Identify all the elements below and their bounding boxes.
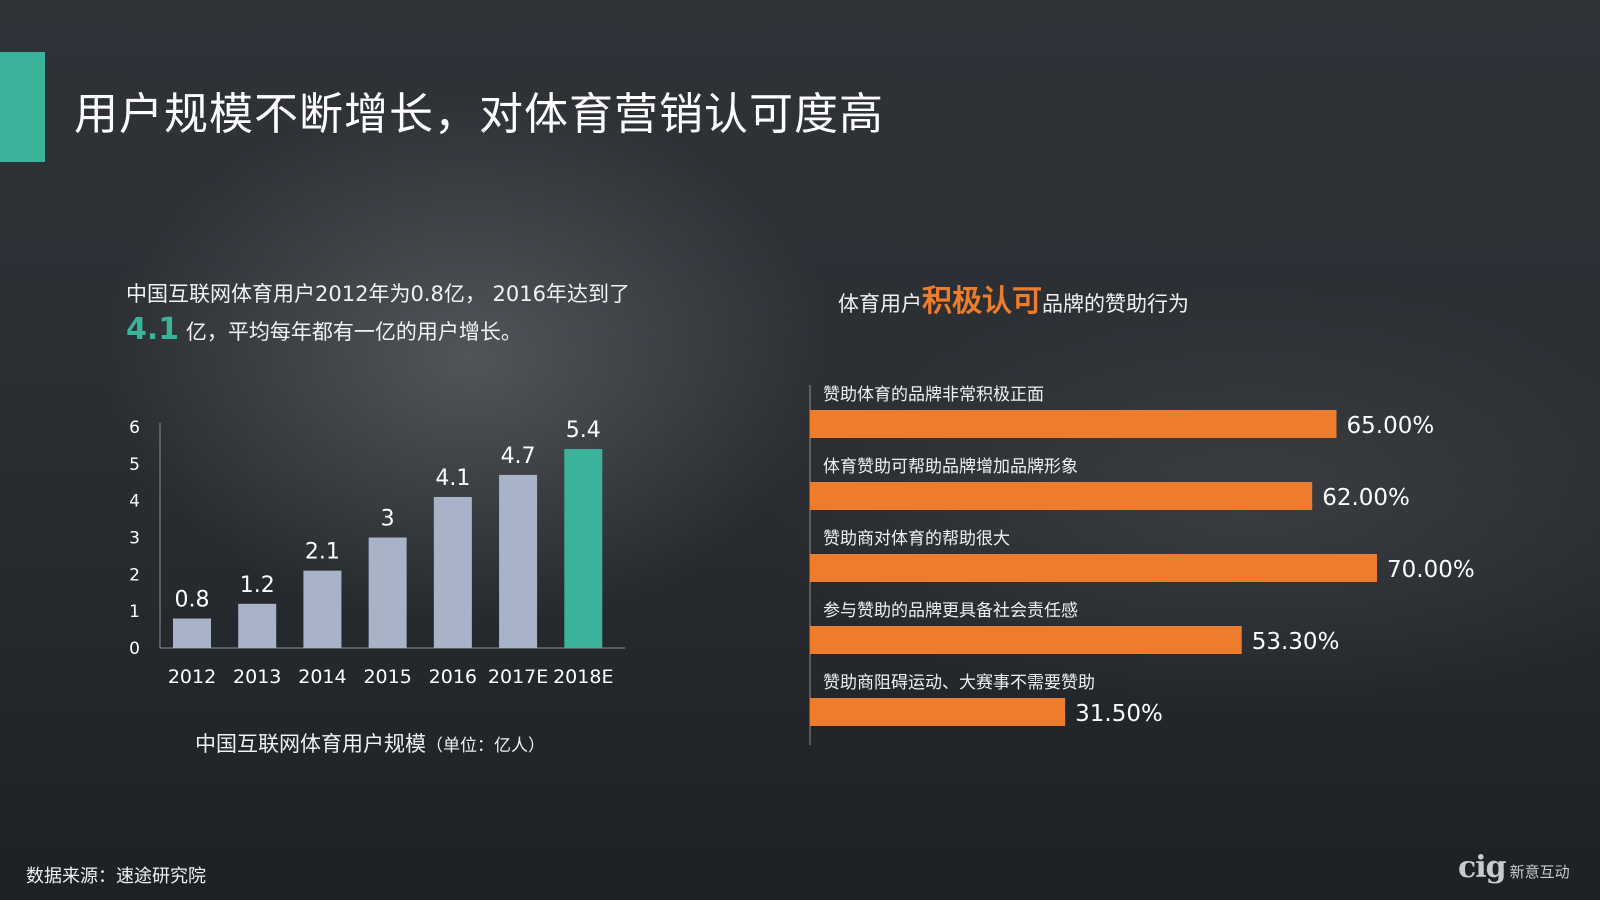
bar-2014 bbox=[303, 570, 342, 648]
intro-text-after: 亿，平均每年都有一亿的用户增长。 bbox=[185, 320, 522, 344]
bar-value-label: 5.4 bbox=[566, 418, 601, 443]
bar-value-label: 2.1 bbox=[305, 540, 340, 565]
brand-logo: cig 新意互动 bbox=[1458, 850, 1570, 885]
category-label: 赞助商对体育的帮助很大 bbox=[823, 529, 1010, 549]
bar-value-label: 3 bbox=[381, 507, 395, 532]
y-tick-label: 4 bbox=[129, 492, 140, 512]
category-label: 体育赞助可帮助品牌增加品牌形象 bbox=[823, 457, 1078, 477]
bar-1 bbox=[810, 410, 1337, 438]
y-tick-label: 3 bbox=[129, 529, 140, 549]
x-tick-label: 2012 bbox=[168, 666, 216, 688]
x-tick-label: 2015 bbox=[363, 666, 411, 688]
right-chart-title: 体育用户积极认可品牌的赞助行为 bbox=[838, 276, 1189, 320]
user-scale-bar-chart: 0 1 2 3 4 5 6 0.8 2012 1.2 2013 2.1 2014 3 2015 4.1 2016… bbox=[129, 418, 625, 688]
left-chart-caption-main: 中国互联网体育用户规模 bbox=[195, 732, 426, 756]
y-tick-label: 0 bbox=[129, 639, 140, 659]
bar-value-label: 31.50% bbox=[1075, 701, 1163, 727]
x-tick-label: 2014 bbox=[298, 666, 346, 688]
bar-value-label: 65.00% bbox=[1347, 413, 1435, 439]
bar-value-label: 1.2 bbox=[240, 573, 275, 598]
bar-2015 bbox=[368, 537, 407, 648]
title-accent-bar bbox=[0, 52, 45, 162]
right-chart-title-after: 品牌的赞助行为 bbox=[1042, 292, 1189, 316]
bar-2013 bbox=[238, 603, 277, 648]
data-source: 数据来源：速途研究院 bbox=[26, 866, 206, 887]
y-tick-label: 6 bbox=[129, 418, 140, 438]
bar-value-label: 4.1 bbox=[435, 466, 470, 491]
logo-mark: cig bbox=[1458, 850, 1507, 885]
y-tick-label: 5 bbox=[129, 455, 140, 475]
intro-highlight-value: 4.1 bbox=[126, 312, 180, 347]
intro-text: 中国互联网体育用户2012年为0.8亿， 2016年达到了 4.1 亿，平均每年… bbox=[126, 276, 646, 350]
bar-2016 bbox=[433, 496, 472, 648]
right-chart-title-highlight: 积极认可 bbox=[922, 284, 1042, 319]
y-tick-label: 2 bbox=[129, 565, 140, 585]
intro-text-before: 中国互联网体育用户2012年为0.8亿， 2016年达到了 bbox=[126, 282, 630, 306]
left-chart-caption: 中国互联网体育用户规模（单位：亿人） bbox=[195, 728, 545, 758]
bar-4 bbox=[810, 626, 1242, 654]
bar-2017E bbox=[499, 474, 538, 648]
bar-3 bbox=[810, 554, 1377, 582]
left-chart-caption-unit: （单位：亿人） bbox=[426, 736, 545, 756]
sponsorship-attitude-bar-chart: 赞助体育的品牌非常积极正面 65.00% 体育赞助可帮助品牌增加品牌形象 62.00%… bbox=[809, 385, 1475, 745]
bar-value-label: 4.7 bbox=[501, 444, 536, 469]
bar-value-label: 62.00% bbox=[1322, 485, 1410, 511]
x-tick-label: 2013 bbox=[233, 666, 281, 688]
x-tick-label: 2018E bbox=[553, 666, 613, 688]
logo-name: 新意互动 bbox=[1509, 863, 1570, 881]
x-tick-label: 2017E bbox=[488, 666, 548, 688]
bar-value-label: 70.00% bbox=[1387, 557, 1475, 583]
category-label: 参与赞助的品牌更具备社会责任感 bbox=[823, 601, 1078, 621]
y-tick-label: 1 bbox=[129, 602, 140, 622]
x-tick-label: 2016 bbox=[429, 666, 477, 688]
category-label: 赞助体育的品牌非常积极正面 bbox=[823, 385, 1044, 405]
bar-2012 bbox=[173, 618, 211, 648]
bar-value-label: 53.30% bbox=[1252, 629, 1340, 655]
category-label: 赞助商阻碍运动、大赛事不需要赞助 bbox=[823, 672, 1095, 693]
bar-2018E bbox=[564, 449, 603, 648]
bar-5 bbox=[810, 698, 1066, 726]
bar-2 bbox=[810, 482, 1313, 510]
right-chart-title-before: 体育用户 bbox=[838, 292, 922, 316]
bar-value-label: 0.8 bbox=[175, 588, 210, 613]
page-title: 用户规模不断增长，对体育营销认可度高 bbox=[74, 89, 884, 140]
